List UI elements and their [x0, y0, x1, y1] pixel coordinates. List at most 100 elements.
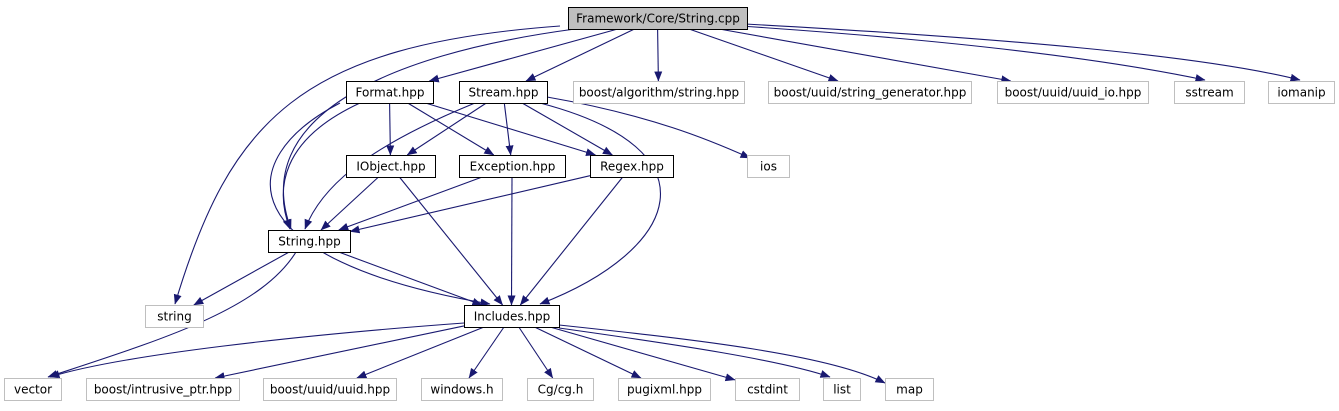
edge-stringhpp-to-includes — [338, 251, 483, 306]
node-ios: ios — [747, 155, 790, 178]
edge-iobject-to-stringhpp — [320, 176, 379, 231]
node-boost-uuid-gen: boost/uuid/string_generator.hpp — [768, 81, 972, 104]
node-box — [268, 230, 351, 253]
edge-format-to-exception — [407, 102, 495, 156]
node-iobject[interactable]: IObject.hpp — [346, 155, 436, 178]
edge-format-to-iobject — [386, 102, 395, 156]
node-box — [459, 81, 548, 104]
edge-stream-to-iobject — [406, 102, 487, 156]
node-label: map — [896, 383, 923, 397]
edge-root-to-boost_uuid_gen — [688, 28, 839, 82]
node-includes[interactable]: Includes.hpp — [464, 305, 560, 328]
node-label: iomanip — [1277, 86, 1325, 100]
edge-root-to-iomanip — [744, 23, 1301, 82]
edge-root-to-string — [173, 25, 561, 305]
edge-format-to-includes — [269, 102, 491, 307]
node-box — [618, 378, 711, 401]
edge-stream-to-ios — [546, 96, 751, 159]
node-stream[interactable]: Stream.hpp — [459, 81, 548, 104]
node-box — [768, 81, 972, 104]
node-box — [747, 155, 790, 178]
edge-root-to-stringhpp — [282, 28, 576, 230]
node-box — [885, 378, 934, 401]
edge-regex-to-stringhpp — [349, 175, 591, 234]
node-label: IObject.hpp — [356, 160, 425, 174]
edge-stream-to-exception — [503, 102, 514, 156]
node-box — [421, 378, 503, 401]
node-box — [459, 155, 566, 178]
node-exception[interactable]: Exception.hpp — [459, 155, 566, 178]
node-box — [4, 378, 62, 401]
node-label: list — [833, 383, 851, 397]
edge-stream-to-regex — [521, 102, 613, 156]
edge-root-to-boost_alg — [654, 28, 663, 82]
edge-includes-to-uuid — [356, 326, 485, 379]
edge-includes-to-list — [558, 327, 831, 378]
node-label: vector — [14, 383, 52, 397]
edge-includes-to-windows — [468, 326, 505, 379]
node-vector: vector — [4, 378, 62, 401]
edge-stream-to-includes — [539, 102, 661, 305]
edge-stringhpp-to-string — [193, 251, 290, 306]
node-box — [1268, 81, 1335, 104]
node-string: string — [145, 305, 204, 328]
edge-exception-to-includes — [507, 176, 516, 306]
node-uuid: boost/uuid/uuid.hpp — [263, 378, 397, 401]
node-cg: Cg/cg.h — [527, 378, 594, 401]
edges-layer — [47, 23, 1301, 384]
node-label: string — [157, 310, 191, 324]
node-pugixml: pugixml.hpp — [618, 378, 711, 401]
node-box — [263, 378, 397, 401]
node-label: windows.h — [430, 383, 493, 397]
node-box — [823, 378, 861, 401]
node-box — [997, 81, 1149, 104]
node-label: String.hpp — [278, 235, 340, 249]
node-box — [464, 305, 560, 328]
edge-root-to-boost_uuid_io — [719, 28, 1012, 84]
edge-root-to-sstream — [739, 25, 1206, 82]
edge-includes-to-map — [558, 324, 886, 384]
edge-includes-to-cg — [518, 326, 554, 379]
edge-format-to-stringhpp — [282, 102, 361, 230]
node-list: list — [823, 378, 861, 401]
node-box — [568, 7, 748, 30]
node-label: boost/algorithm/string.hpp — [579, 86, 739, 100]
node-label: boost/uuid/uuid.hpp — [270, 383, 390, 397]
node-label: Exception.hpp — [470, 160, 556, 174]
node-map: map — [885, 378, 934, 401]
node-boost-alg: boost/algorithm/string.hpp — [573, 81, 745, 104]
node-label: Stream.hpp — [468, 86, 538, 100]
node-box — [735, 378, 800, 401]
node-label: sstream — [1185, 86, 1233, 100]
node-box — [86, 378, 240, 401]
node-label: Regex.hpp — [600, 160, 664, 174]
node-cstdint: cstdint — [735, 378, 800, 401]
node-box — [346, 81, 434, 104]
node-label: boost/uuid/uuid_io.hpp — [1005, 86, 1142, 100]
node-windows: windows.h — [421, 378, 503, 401]
edge-iobject-to-includes — [398, 176, 504, 306]
node-intrusive: boost/intrusive_ptr.hpp — [86, 378, 240, 401]
node-label: Format.hpp — [356, 86, 425, 100]
node-box — [527, 378, 594, 401]
edge-root-to-format — [428, 28, 618, 83]
node-label: Includes.hpp — [474, 310, 551, 324]
node-label: boost/uuid/string_generator.hpp — [774, 86, 967, 100]
node-label: Cg/cg.h — [538, 383, 584, 397]
node-box — [573, 81, 745, 104]
node-format[interactable]: Format.hpp — [346, 81, 434, 104]
node-label: boost/intrusive_ptr.hpp — [94, 383, 232, 397]
node-sstream: sstream — [1174, 81, 1245, 104]
edge-root-to-stream — [525, 28, 635, 82]
nodes-layer: Framework/Core/String.cpp Format.hpp Strea… — [4, 7, 1335, 401]
node-box — [590, 155, 674, 178]
edge-regex-to-includes — [519, 176, 624, 306]
node-stringhpp[interactable]: String.hpp — [268, 230, 351, 253]
node-label: pugixml.hpp — [627, 383, 702, 397]
node-label: Framework/Core/String.cpp — [576, 12, 740, 26]
node-box — [1174, 81, 1245, 104]
node-label: ios — [760, 160, 777, 174]
node-box — [346, 155, 436, 178]
node-root[interactable]: Framework/Core/String.cpp — [568, 7, 748, 30]
node-regex[interactable]: Regex.hpp — [590, 155, 674, 178]
